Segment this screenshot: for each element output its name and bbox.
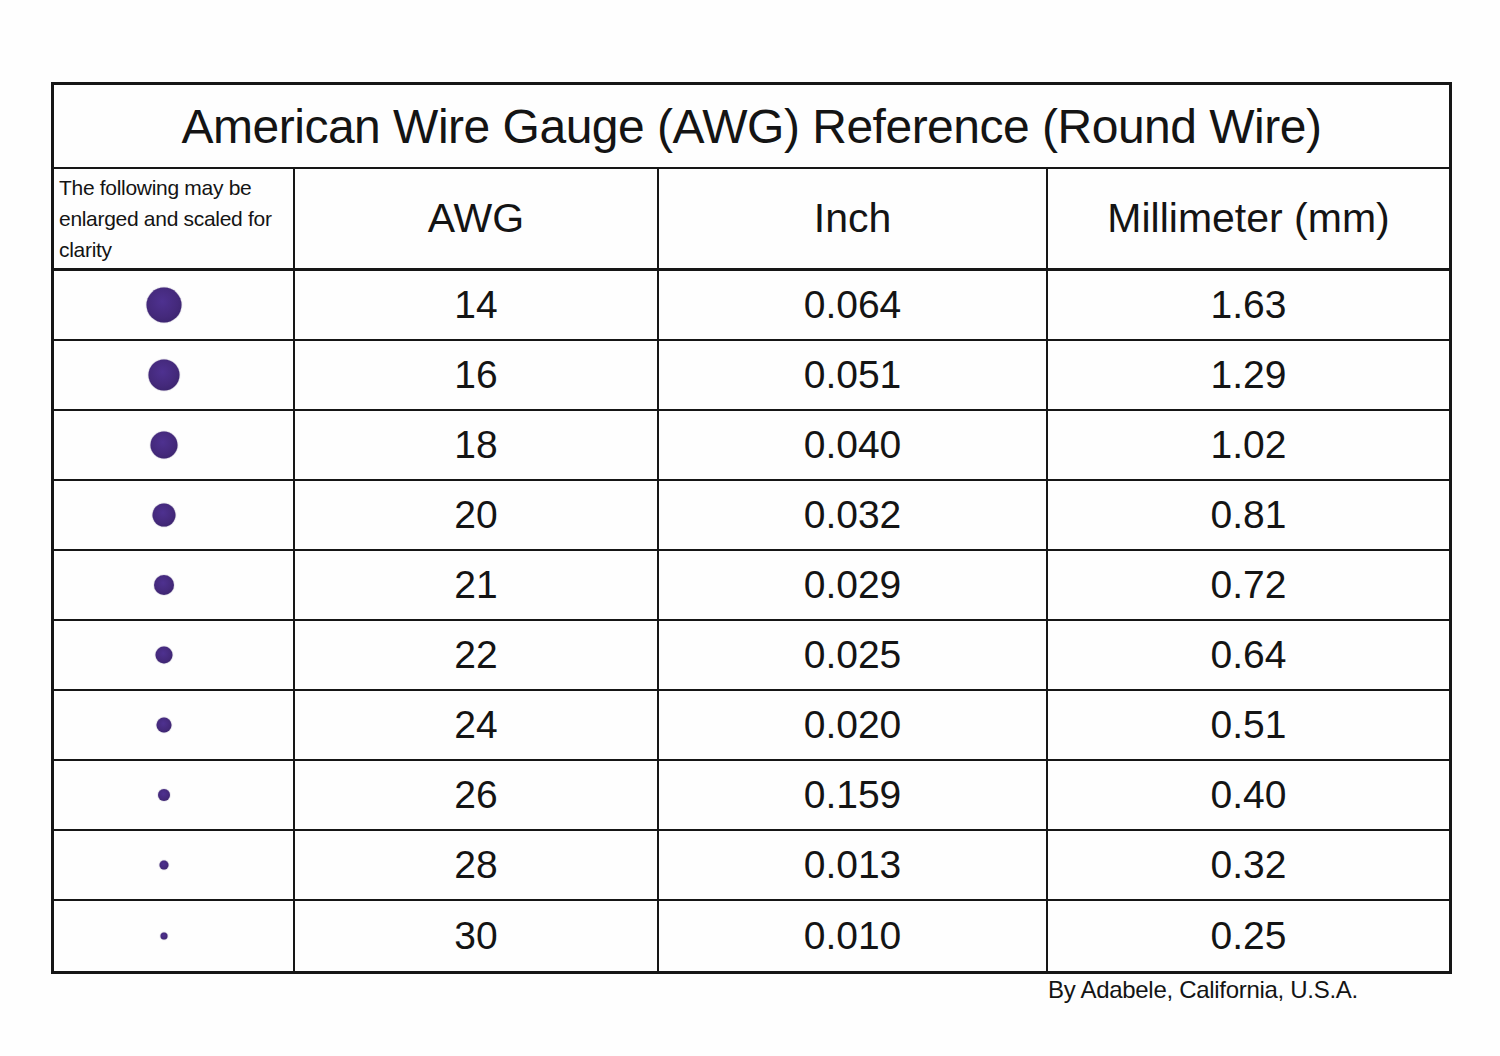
wire-dot-cell	[54, 621, 295, 689]
awg-value: 18	[295, 411, 659, 479]
credit-text: By Adabele, California, U.S.A.	[1048, 976, 1358, 1004]
table-header-row: The following may be enlarged and scaled…	[54, 169, 1449, 271]
mm-value: 0.25	[1048, 901, 1449, 971]
mm-value: 0.64	[1048, 621, 1449, 689]
awg-value: 30	[295, 901, 659, 971]
awg-value: 26	[295, 761, 659, 829]
mm-value: 0.81	[1048, 481, 1449, 549]
mm-value: 0.32	[1048, 831, 1449, 899]
wire-dot-cell	[54, 831, 295, 899]
column-header-mm: Millimeter (mm)	[1048, 169, 1449, 268]
table-row: 18 0.040 1.02	[54, 411, 1449, 481]
mm-value: 0.72	[1048, 551, 1449, 619]
wire-size-dot-icon	[156, 647, 173, 664]
awg-value: 28	[295, 831, 659, 899]
inch-value: 0.020	[659, 691, 1048, 759]
wire-dot-cell	[54, 341, 295, 409]
wire-dot-cell	[54, 551, 295, 619]
wire-size-dot-icon	[160, 861, 169, 870]
wire-dot-cell	[54, 761, 295, 829]
table-row: 16 0.051 1.29	[54, 341, 1449, 411]
wire-dot-cell	[54, 691, 295, 759]
column-header-inch: Inch	[659, 169, 1048, 268]
table-row: 14 0.064 1.63	[54, 271, 1449, 341]
awg-reference-table: American Wire Gauge (AWG) Reference (Rou…	[51, 82, 1452, 974]
wire-size-dot-icon	[153, 504, 176, 527]
table-row: 28 0.013 0.32	[54, 831, 1449, 901]
table-row: 24 0.020 0.51	[54, 691, 1449, 761]
awg-value: 14	[295, 271, 659, 339]
inch-value: 0.010	[659, 901, 1048, 971]
inch-value: 0.025	[659, 621, 1048, 689]
column-header-awg: AWG	[295, 169, 659, 268]
table-row: 21 0.029 0.72	[54, 551, 1449, 621]
inch-value: 0.013	[659, 831, 1048, 899]
wire-size-dot-icon	[158, 789, 170, 801]
wire-dot-cell	[54, 411, 295, 479]
wire-dot-cell	[54, 481, 295, 549]
awg-value: 22	[295, 621, 659, 689]
awg-reference-page: American Wire Gauge (AWG) Reference (Rou…	[0, 0, 1500, 1056]
mm-value: 1.02	[1048, 411, 1449, 479]
mm-value: 1.63	[1048, 271, 1449, 339]
inch-value: 0.029	[659, 551, 1048, 619]
table-body: 14 0.064 1.63 16 0.051 1.29 18	[54, 271, 1449, 971]
wire-size-dot-icon	[154, 575, 174, 595]
wire-size-dot-icon	[157, 718, 172, 733]
inch-value: 0.064	[659, 271, 1048, 339]
wire-size-dot-icon	[161, 933, 168, 940]
awg-value: 21	[295, 551, 659, 619]
wire-dot-cell	[54, 901, 295, 971]
clarity-note: The following may be enlarged and scaled…	[54, 169, 295, 268]
inch-value: 0.159	[659, 761, 1048, 829]
table-row: 20 0.032 0.81	[54, 481, 1449, 551]
inch-value: 0.040	[659, 411, 1048, 479]
inch-value: 0.032	[659, 481, 1048, 549]
wire-size-dot-icon	[147, 288, 182, 323]
mm-value: 0.40	[1048, 761, 1449, 829]
awg-value: 16	[295, 341, 659, 409]
mm-value: 1.29	[1048, 341, 1449, 409]
mm-value: 0.51	[1048, 691, 1449, 759]
wire-size-dot-icon	[151, 432, 178, 459]
awg-value: 20	[295, 481, 659, 549]
wire-dot-cell	[54, 271, 295, 339]
awg-value: 24	[295, 691, 659, 759]
table-row: 30 0.010 0.25	[54, 901, 1449, 971]
table-title: American Wire Gauge (AWG) Reference (Rou…	[54, 85, 1449, 169]
table-row: 26 0.159 0.40	[54, 761, 1449, 831]
table-row: 22 0.025 0.64	[54, 621, 1449, 691]
wire-size-dot-icon	[149, 360, 180, 391]
inch-value: 0.051	[659, 341, 1048, 409]
